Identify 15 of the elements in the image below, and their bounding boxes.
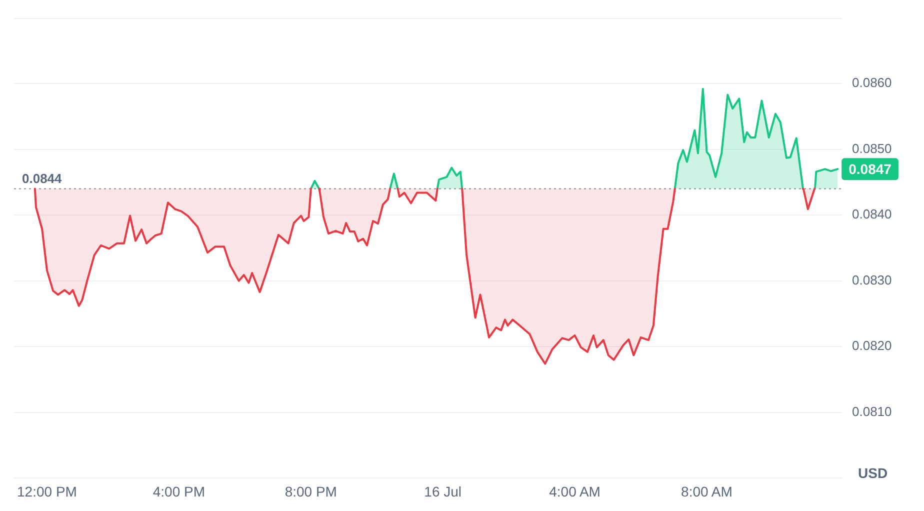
y-tick-label: 0.0810 [852, 404, 892, 420]
y-tick-label: 0.0860 [852, 75, 892, 90]
x-tick-label: 8:00 PM [284, 483, 337, 500]
x-tick-label: 12:00 PM [17, 483, 77, 500]
y-axis-title: USD [858, 465, 888, 482]
y-tick-label: 0.0830 [852, 272, 892, 288]
x-tick-label: 16 Jul [424, 483, 462, 500]
x-tick-label: 4:00 PM [152, 483, 206, 500]
y-tick-label: 0.0840 [852, 206, 892, 222]
x-tick-label: 4:00 AM [549, 483, 600, 500]
ref-line-label: 0.0844 [22, 170, 63, 186]
y-tick-label: 0.0820 [852, 338, 892, 354]
x-tick-label: 8:00 AM [681, 483, 732, 500]
annotation: 0.0847 [848, 160, 892, 177]
y-tick-label: 0.0850 [852, 140, 892, 156]
